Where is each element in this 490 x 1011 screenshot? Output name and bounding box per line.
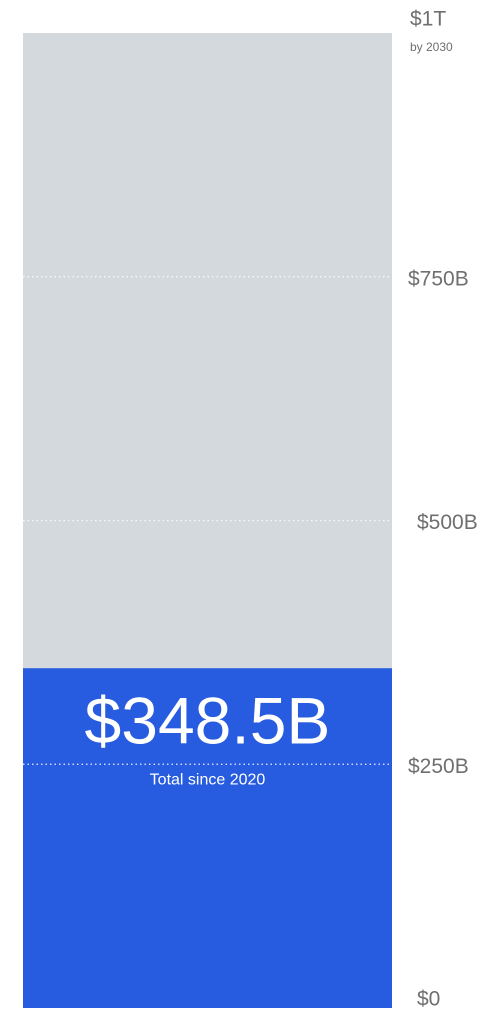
y-tick-label: $1T — [410, 8, 446, 31]
value-caption: Total since 2020 — [150, 771, 266, 788]
tick-note: by 2030 — [410, 40, 453, 54]
y-tick-label: $500B — [417, 511, 478, 534]
bar — [23, 668, 392, 1008]
y-tick-label: $750B — [408, 267, 469, 290]
value-label: $348.5B — [85, 684, 331, 758]
y-tick-label: $0 — [417, 988, 440, 1011]
y-tick-label: $250B — [408, 755, 469, 778]
